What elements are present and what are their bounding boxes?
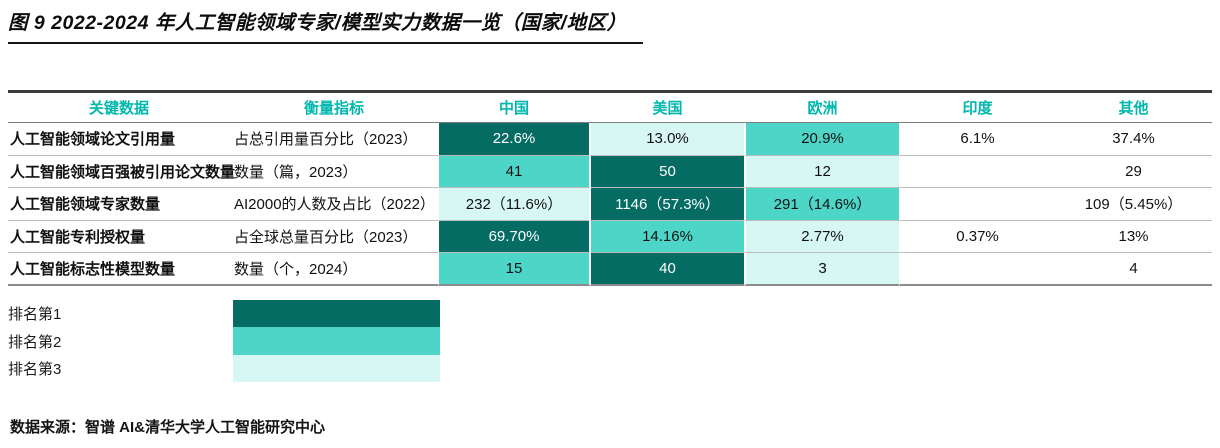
rank1-color-swatch xyxy=(233,300,440,328)
row-measure: 数量（篇，2023） xyxy=(230,156,438,189)
col-header-usa: 美国 xyxy=(590,93,745,123)
value-cell: 15 xyxy=(438,253,590,286)
value-cell: 3 xyxy=(745,253,900,286)
row-label: 人工智能领域论文引用量 xyxy=(8,123,230,156)
row-measure: 占全球总量百分比（2023） xyxy=(230,221,438,254)
row-measure: 数量（个，2024） xyxy=(230,253,438,286)
rank2-color-swatch xyxy=(233,327,440,355)
data-table: 关键数据 衡量指标 中国 美国 欧洲 印度 其他 人工智能领域论文引用量 占总引… xyxy=(8,90,1212,286)
value-cell: 291（14.6%） xyxy=(745,188,900,221)
value-cell: 50 xyxy=(590,155,745,189)
value-cell: 14.16% xyxy=(590,220,745,254)
figure-title: 图 9 2022-2024 年人工智能领域专家/模型实力数据一览（国家/地区） xyxy=(8,6,643,44)
col-header-other: 其他 xyxy=(1055,93,1212,123)
col-header-china: 中国 xyxy=(438,93,590,123)
value-cell: 6.1% xyxy=(900,123,1055,156)
rank3-color-swatch xyxy=(233,354,440,383)
row-label: 人工智能标志性模型数量 xyxy=(8,253,230,286)
legend-item-rank1: 排名第1 xyxy=(8,300,440,328)
row-label: 人工智能领域专家数量 xyxy=(8,188,230,221)
col-header-measure: 衡量指标 xyxy=(230,93,438,123)
value-cell: 1146（57.3%） xyxy=(590,188,745,221)
rank-legend: 排名第1 排名第2 排名第3 xyxy=(8,300,440,383)
value-cell: 0.37% xyxy=(900,221,1055,254)
value-cell xyxy=(900,156,1055,189)
legend-label: 排名第3 xyxy=(8,360,62,378)
value-cell: 4 xyxy=(1055,253,1212,286)
data-source-note: 数据来源：智谱 AI&清华大学人工智能研究中心 xyxy=(10,419,326,436)
col-header-india: 印度 xyxy=(900,93,1055,123)
value-cell xyxy=(900,188,1055,221)
value-cell: 29 xyxy=(1055,156,1212,189)
value-cell: 40 xyxy=(590,253,745,286)
value-cell: 41 xyxy=(438,155,590,189)
value-cell: 109（5.45%） xyxy=(1055,188,1212,221)
value-cell: 13.0% xyxy=(590,123,745,156)
row-label: 人工智能专利授权量 xyxy=(8,221,230,254)
value-cell xyxy=(900,253,1055,286)
value-cell: 69.70% xyxy=(438,220,590,254)
legend-item-rank2: 排名第2 xyxy=(8,327,440,355)
value-cell: 20.9% xyxy=(745,123,900,156)
row-label: 人工智能领域百强被引用论文数量 xyxy=(8,156,235,189)
value-cell: 232（11.6%） xyxy=(438,188,590,221)
value-cell: 37.4% xyxy=(1055,123,1212,156)
value-cell: 12 xyxy=(745,155,900,189)
row-measure: 占总引用量百分比（2023） xyxy=(230,123,438,156)
value-cell: 22.6% xyxy=(438,123,590,156)
row-measure: AI2000的人数及占比（2022） xyxy=(230,188,438,221)
col-header-key-data: 关键数据 xyxy=(8,93,230,123)
value-cell: 13% xyxy=(1055,221,1212,254)
col-header-europe: 欧洲 xyxy=(745,93,900,123)
legend-item-rank3: 排名第3 xyxy=(8,354,440,383)
legend-label: 排名第1 xyxy=(8,306,62,324)
legend-label: 排名第2 xyxy=(8,333,62,351)
value-cell: 2.77% xyxy=(745,220,900,254)
